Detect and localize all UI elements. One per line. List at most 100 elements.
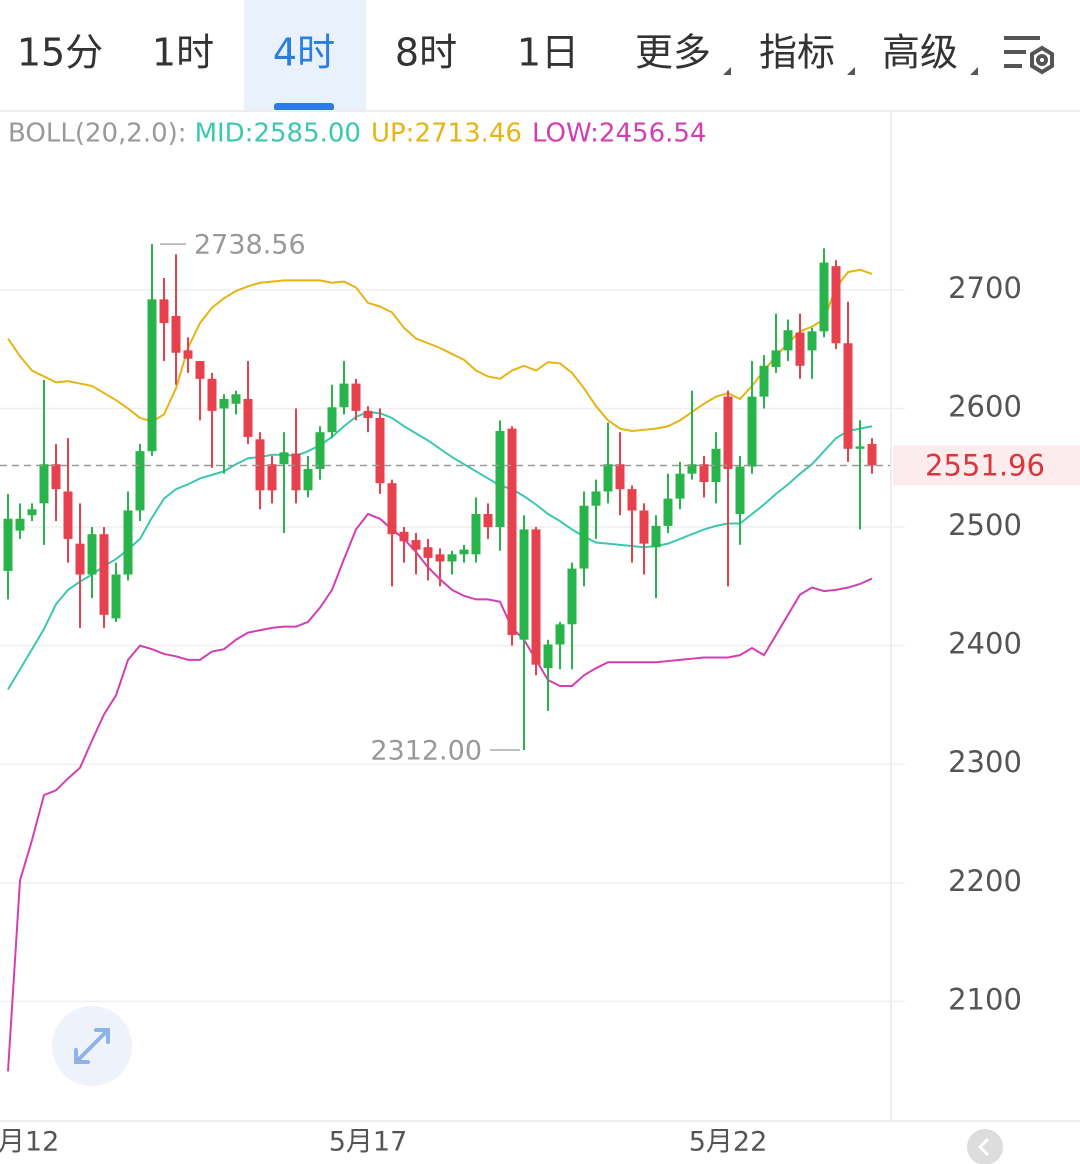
- candle-body: [831, 266, 841, 344]
- legend-entry: MID:2585.00: [195, 119, 361, 149]
- candle-body: [735, 466, 745, 515]
- settings-icon[interactable]: [1004, 36, 1054, 75]
- candle-body: [783, 330, 793, 351]
- candle-body: [159, 299, 169, 324]
- candle-body: [3, 518, 13, 571]
- candle-body: [663, 498, 673, 526]
- candle-body: [411, 540, 421, 550]
- candle-body: [495, 431, 505, 528]
- candle-body: [627, 489, 637, 511]
- y-tick-label: 2700: [948, 271, 1022, 305]
- candle-body: [87, 534, 97, 575]
- candle-body: [555, 624, 565, 645]
- tab-highlight: [244, 0, 366, 110]
- candle-body: [363, 410, 373, 418]
- y-tick-label: 2400: [948, 627, 1022, 661]
- candle-body: [711, 448, 721, 482]
- candle-body: [807, 331, 817, 351]
- candle-body: [147, 299, 157, 452]
- candle-body: [543, 644, 553, 669]
- candle-body: [747, 396, 757, 467]
- candle-body: [483, 514, 493, 528]
- candle-body: [771, 350, 781, 367]
- candle-body: [855, 446, 865, 449]
- candle-body: [699, 464, 709, 482]
- expand-button[interactable]: [52, 1006, 132, 1086]
- tab-underline: [274, 103, 334, 111]
- candle-body: [195, 361, 205, 379]
- dropdown-caret: [970, 67, 978, 75]
- candle-body: [183, 350, 193, 359]
- candle-body: [507, 428, 517, 635]
- last-price-tag: [893, 445, 1080, 486]
- candle-body: [651, 525, 661, 548]
- tab-bar: 15分 1时 4时 8时 1日 更多 指标 高级: [17, 0, 978, 111]
- candle-body: [675, 473, 685, 499]
- candle-body: [843, 343, 853, 449]
- tab[interactable]: 更多: [635, 31, 711, 75]
- tab[interactable]: 高级: [882, 31, 958, 75]
- legend-entry: LOW:2456.54: [532, 119, 706, 149]
- candle-body: [759, 365, 769, 397]
- k-button[interactable]: [967, 1129, 1003, 1164]
- dropdown-caret: [723, 67, 731, 75]
- tab[interactable]: 4时: [273, 31, 335, 75]
- candle-body: [603, 464, 613, 492]
- candle-body: [15, 518, 25, 531]
- tab[interactable]: 1时: [152, 31, 214, 75]
- candle-body: [63, 491, 73, 539]
- candle-body: [231, 394, 241, 404]
- legend-entry: UP:2713.46: [371, 119, 522, 149]
- candle-body: [459, 549, 469, 555]
- tab[interactable]: 15分: [17, 31, 103, 75]
- annotation-label: 2312.00: [370, 736, 482, 767]
- y-tick-label: 2200: [948, 864, 1022, 898]
- dropdown-caret: [847, 67, 855, 75]
- candle-body: [255, 439, 265, 491]
- annotation-label: 2738.56: [194, 230, 306, 261]
- candle-body: [519, 529, 529, 640]
- candle-body: [267, 464, 277, 491]
- candle-body: [339, 383, 349, 408]
- candle-body: [615, 464, 625, 490]
- candle-body: [819, 262, 829, 332]
- indicator-label: BOLL(20,2.0):: [8, 119, 187, 149]
- candle-body: [375, 417, 385, 484]
- candle-body: [303, 468, 313, 491]
- y-tick-label: 2600: [948, 389, 1022, 423]
- candle-body: [27, 509, 37, 516]
- candle-body: [447, 554, 457, 562]
- candle-body: [111, 574, 121, 619]
- last-price-label: 2551.96: [925, 448, 1045, 482]
- candle-body: [291, 453, 301, 491]
- candle-body: [75, 543, 85, 575]
- candle-body: [327, 407, 337, 433]
- candle-body: [531, 529, 541, 665]
- candle-body: [591, 491, 601, 506]
- candle-body: [471, 514, 481, 555]
- candle-body: [579, 505, 589, 569]
- candle-body: [207, 378, 217, 411]
- candle-body: [243, 398, 253, 437]
- candle-body: [315, 432, 325, 469]
- candle-body: [567, 568, 577, 625]
- tab[interactable]: 1日: [517, 31, 579, 75]
- tab[interactable]: 指标: [759, 31, 835, 75]
- candle-body: [795, 332, 805, 366]
- y-tick-label: 2100: [948, 982, 1022, 1016]
- candle-body: [687, 464, 697, 474]
- x-tick-label: 5月22: [689, 1127, 768, 1158]
- candle-body: [219, 398, 229, 409]
- candle-body: [135, 451, 145, 511]
- tab[interactable]: 8时: [395, 31, 457, 75]
- x-tick-label: 5月12: [0, 1127, 59, 1158]
- candle-body: [639, 510, 649, 544]
- y-tick-label: 2300: [948, 745, 1022, 779]
- candle-body: [171, 315, 181, 353]
- candle-body: [423, 547, 433, 558]
- candle-body: [51, 464, 61, 490]
- candle-body: [351, 383, 361, 411]
- candle-body: [867, 444, 877, 466]
- y-tick-label: 2500: [948, 508, 1022, 542]
